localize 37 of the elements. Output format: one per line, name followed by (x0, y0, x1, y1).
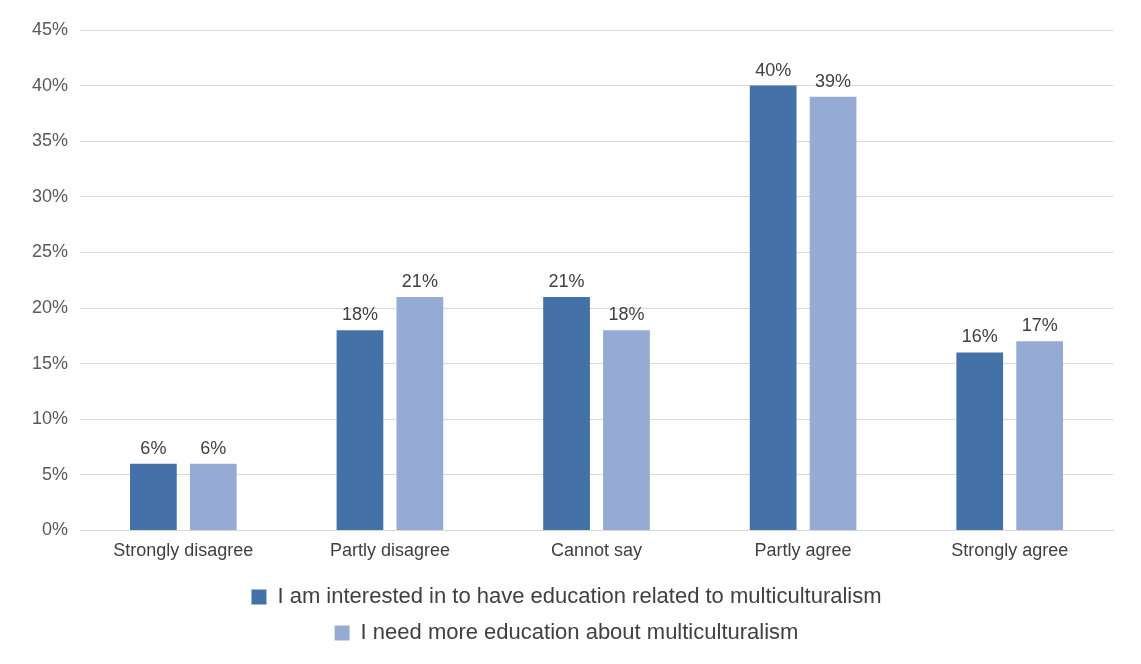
data-label: 21% (548, 270, 585, 291)
data-label: 18% (341, 304, 378, 325)
bar (603, 330, 650, 530)
bar (956, 352, 1004, 530)
x-tick-label: Strongly disagree (113, 540, 254, 561)
data-label: 40% (755, 59, 792, 80)
data-label: 21% (401, 270, 438, 291)
data-label: 6% (140, 437, 167, 458)
bar (130, 463, 177, 530)
y-tick-label: 45% (32, 18, 69, 39)
y-tick-label: 35% (32, 130, 69, 151)
bar (336, 330, 384, 530)
data-label: 6% (200, 437, 227, 458)
bar (189, 463, 237, 530)
bar (1016, 341, 1064, 530)
y-tick-label: 20% (32, 296, 69, 317)
legend-label: I need more education about multiculturalism (360, 619, 799, 645)
x-tick-label: Partly disagree (329, 540, 450, 561)
legend-label: I am interested in to have education related to multiculturalism (277, 583, 882, 609)
y-tick-label: 10% (32, 408, 69, 429)
bar (749, 85, 797, 530)
data-label: 17% (1021, 315, 1058, 336)
y-tick-label: 30% (32, 185, 69, 206)
x-tick-label: Cannot say (550, 540, 643, 561)
x-tick-label: Partly agree (754, 540, 852, 561)
y-tick-label: 40% (32, 74, 69, 95)
data-label: 18% (608, 304, 645, 325)
bar (396, 296, 444, 530)
bar (543, 296, 590, 530)
bar (809, 96, 857, 530)
y-tick-label: 5% (42, 463, 69, 484)
y-tick-label: 25% (32, 241, 69, 262)
data-label: 16% (961, 326, 998, 347)
y-tick-label: 15% (32, 352, 69, 373)
data-label: 39% (815, 70, 852, 91)
x-tick-label: Strongly agree (951, 540, 1069, 561)
y-tick-label: 0% (42, 519, 69, 540)
